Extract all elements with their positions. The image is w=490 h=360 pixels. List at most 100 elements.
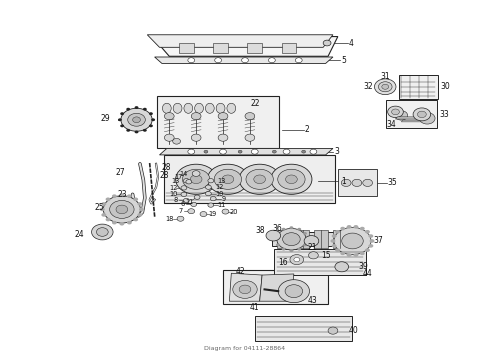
Text: 41: 41 <box>250 303 260 312</box>
Text: 12: 12 <box>169 185 177 191</box>
Circle shape <box>346 253 351 257</box>
Circle shape <box>283 233 300 246</box>
Ellipse shape <box>173 103 182 113</box>
Circle shape <box>239 164 280 194</box>
Ellipse shape <box>162 103 171 113</box>
Circle shape <box>282 248 286 251</box>
Bar <box>247 42 262 53</box>
Circle shape <box>188 58 195 63</box>
Circle shape <box>413 108 431 121</box>
Circle shape <box>352 179 362 186</box>
Circle shape <box>353 253 358 257</box>
Circle shape <box>139 208 144 211</box>
Circle shape <box>245 134 255 141</box>
Circle shape <box>310 149 317 154</box>
Text: 10: 10 <box>215 191 223 197</box>
Circle shape <box>302 150 306 153</box>
Circle shape <box>120 112 124 115</box>
Ellipse shape <box>216 103 225 113</box>
Circle shape <box>126 108 130 111</box>
Circle shape <box>285 285 303 298</box>
Circle shape <box>121 108 152 131</box>
Circle shape <box>135 106 139 109</box>
Bar <box>315 230 328 248</box>
Text: 5: 5 <box>341 56 346 65</box>
Circle shape <box>335 230 340 234</box>
Circle shape <box>205 185 211 189</box>
Text: 12: 12 <box>215 184 223 190</box>
Circle shape <box>295 58 302 63</box>
Circle shape <box>177 216 184 221</box>
Circle shape <box>266 230 281 241</box>
Text: 13: 13 <box>218 178 226 184</box>
Ellipse shape <box>195 103 203 113</box>
Circle shape <box>100 208 105 211</box>
Circle shape <box>392 109 399 115</box>
Circle shape <box>218 134 228 141</box>
Circle shape <box>133 218 138 221</box>
Circle shape <box>181 192 187 197</box>
Circle shape <box>331 239 335 243</box>
Circle shape <box>208 203 214 207</box>
Circle shape <box>272 150 276 153</box>
Text: 33: 33 <box>440 110 449 119</box>
Circle shape <box>332 244 337 248</box>
Circle shape <box>303 243 307 246</box>
Circle shape <box>365 248 370 252</box>
Text: 40: 40 <box>348 326 358 335</box>
Circle shape <box>277 228 306 250</box>
Circle shape <box>164 113 174 120</box>
Circle shape <box>112 194 117 198</box>
Polygon shape <box>147 35 333 47</box>
Circle shape <box>92 224 113 240</box>
Circle shape <box>360 227 365 230</box>
Circle shape <box>210 197 216 201</box>
Circle shape <box>328 327 338 334</box>
Circle shape <box>188 149 195 154</box>
Circle shape <box>215 58 221 63</box>
Circle shape <box>191 134 201 141</box>
Text: 38: 38 <box>255 226 265 235</box>
Text: 4: 4 <box>348 39 353 48</box>
Circle shape <box>332 234 337 238</box>
Text: 34: 34 <box>387 120 396 129</box>
Circle shape <box>106 218 110 221</box>
Text: 8: 8 <box>173 197 178 203</box>
Circle shape <box>110 201 134 219</box>
Circle shape <box>269 58 275 63</box>
Circle shape <box>378 82 392 92</box>
Text: 23: 23 <box>117 190 127 199</box>
Circle shape <box>274 238 278 240</box>
Circle shape <box>294 257 300 262</box>
Polygon shape <box>272 232 357 246</box>
Circle shape <box>233 280 257 298</box>
Polygon shape <box>229 273 262 301</box>
Circle shape <box>220 149 226 154</box>
Circle shape <box>138 202 143 206</box>
Circle shape <box>297 248 301 251</box>
Circle shape <box>304 235 319 246</box>
Circle shape <box>305 238 309 240</box>
Circle shape <box>303 232 307 235</box>
Text: 36: 36 <box>273 224 283 233</box>
Text: 9: 9 <box>222 195 226 202</box>
Circle shape <box>191 113 201 120</box>
Circle shape <box>204 150 208 153</box>
Circle shape <box>222 175 234 184</box>
Circle shape <box>340 252 345 255</box>
Ellipse shape <box>227 103 236 113</box>
Circle shape <box>194 195 200 199</box>
Circle shape <box>182 169 210 189</box>
Polygon shape <box>274 249 366 275</box>
Circle shape <box>120 125 124 127</box>
Text: 2: 2 <box>305 125 309 134</box>
Circle shape <box>290 255 304 265</box>
Polygon shape <box>152 37 338 56</box>
Text: 25: 25 <box>95 203 104 212</box>
Circle shape <box>120 193 124 197</box>
Circle shape <box>290 226 294 229</box>
Text: 11: 11 <box>186 198 194 204</box>
Text: 44: 44 <box>362 269 372 278</box>
Text: 16: 16 <box>278 258 288 267</box>
Bar <box>223 270 328 304</box>
